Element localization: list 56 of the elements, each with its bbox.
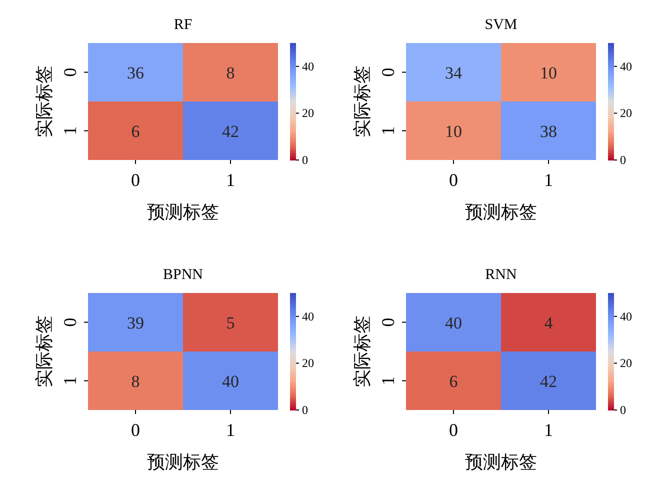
x-axis-title: 预测标签 (147, 452, 219, 472)
x-tick-label: 1 (544, 420, 553, 440)
data-label: 5 (226, 313, 235, 332)
data-label: 40 (222, 372, 239, 391)
data-label: 39 (127, 313, 144, 332)
y-tick-label: 0 (60, 68, 80, 77)
color-bar-label: 40 (302, 309, 314, 324)
chart-title: RNN (485, 267, 517, 283)
color-bar-label: 40 (620, 309, 632, 324)
x-tick-label: 0 (131, 170, 140, 190)
data-label: 10 (540, 63, 557, 82)
y-tick-label: 0 (378, 318, 398, 327)
data-label: 6 (131, 122, 140, 141)
chart-title: RF (174, 17, 192, 33)
color-bar-label: 20 (620, 106, 632, 120)
x-tick-label: 1 (226, 420, 235, 440)
y-tick-label: 1 (378, 376, 398, 386)
x-tick-label: 1 (544, 170, 553, 190)
data-label: 10 (445, 122, 462, 141)
color-bar-label: 0 (302, 153, 308, 167)
data-label: 40 (445, 313, 462, 332)
data-label: 8 (131, 372, 140, 391)
y-axis-title: 实际标签 (34, 66, 54, 138)
chart-title: BPNN (162, 267, 204, 283)
x-tick-label: 0 (449, 170, 458, 190)
y-tick-label: 0 (378, 68, 398, 77)
y-axis-title: 实际标签 (34, 316, 54, 388)
data-label: 34 (445, 63, 462, 82)
data-label: 42 (222, 122, 239, 141)
data-label: 6 (449, 372, 458, 391)
x-axis-title: 预测标签 (465, 452, 537, 472)
x-axis-title: 预测标签 (147, 202, 219, 222)
color-bar-label: 40 (302, 59, 314, 74)
color-bar-label: 20 (302, 106, 314, 120)
x-tick-label: 0 (131, 420, 140, 440)
color-bar-label: 0 (620, 153, 626, 167)
y-axis-title: 实际标签 (352, 316, 372, 388)
color-bar-label: 20 (302, 356, 314, 370)
data-label: 4 (544, 313, 554, 332)
data-label: 8 (226, 63, 235, 82)
data-label: 36 (127, 63, 144, 82)
data-label: 38 (540, 122, 557, 141)
color-bar-label: 0 (302, 403, 308, 417)
x-axis-title: 预测标签 (465, 202, 537, 222)
y-tick-label: 1 (378, 126, 398, 136)
chart-title: SVM (484, 17, 518, 33)
y-tick-label: 1 (60, 376, 80, 386)
data-label: 42 (540, 372, 557, 391)
color-bar-label: 40 (620, 59, 632, 74)
color-bar-label: 20 (620, 356, 632, 370)
y-tick-label: 1 (60, 126, 80, 136)
x-tick-label: 1 (226, 170, 235, 190)
x-tick-label: 0 (449, 420, 458, 440)
y-tick-label: 0 (60, 318, 80, 327)
color-bar-label: 0 (620, 403, 626, 417)
y-axis-title: 实际标签 (352, 66, 372, 138)
